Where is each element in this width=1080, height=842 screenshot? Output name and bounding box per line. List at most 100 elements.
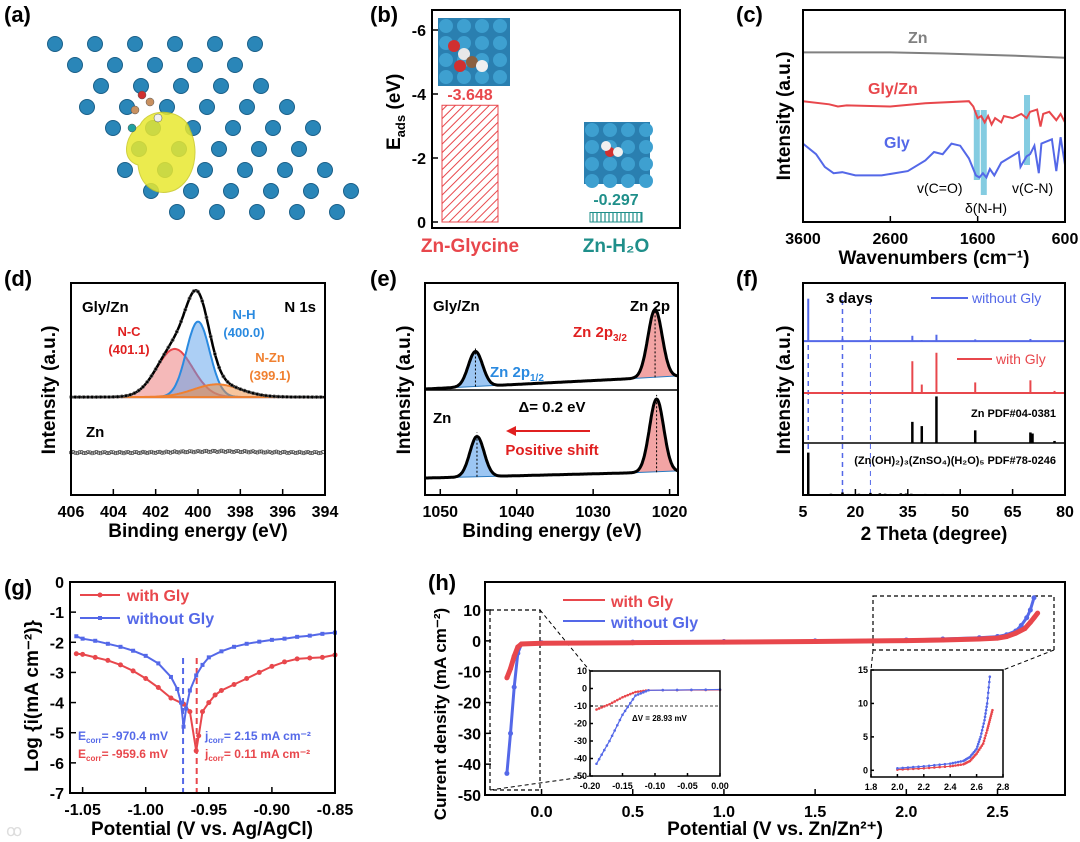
d-zn-data-point [117,449,122,454]
c-legend-zn: Zn [908,30,928,47]
zn-atom [147,57,163,73]
g-data-point [179,700,184,705]
zn-atom [253,78,269,94]
c-xtick-label: 600 [1052,231,1079,248]
d-zn-data-point [81,451,86,456]
f-axes-frame [802,282,1066,496]
h-inset-left-ytick-label: 0 [582,684,587,694]
watermark: ꝏ [6,823,22,840]
d-zn-data-point [215,449,219,454]
zn-atom [317,162,333,178]
b-zn-atom [639,123,653,137]
g-legend-without-gly: without Gly [126,611,214,628]
h-inset-right-data-point [988,718,992,722]
c-series-gly [802,137,1066,180]
e-sample-zn: Zn [433,410,451,427]
d-data-point [141,384,145,389]
d-zn-data-point [77,450,82,455]
h-inset-right-data-point [979,735,982,739]
d-data-point [90,395,95,399]
zn-atom [169,204,185,220]
d-zn-data-point [316,451,321,456]
d-zn-data-point [172,449,177,454]
zn-atom [213,78,229,94]
h-inset-left-data-point [636,690,640,693]
d-zn-data-point [160,450,164,455]
zn-atom [197,162,213,178]
d-data-point [128,392,133,397]
h-inset-right-data-point [959,763,963,766]
f-xtick-label: 50 [951,504,969,521]
c-band-highlight [980,110,987,195]
g-data-point [320,631,325,636]
d-zn-data-point [244,449,249,454]
d-data-point [293,395,298,399]
d-zn-data-point [75,451,80,456]
d-zn-data-point [96,450,101,455]
d-data-point [284,395,289,399]
g-ytick-label: -1 [50,605,64,622]
h-inset-right-data-point [959,760,963,763]
d-zn-data-point [223,450,228,454]
b-ytick-label: -2 [412,151,426,168]
d-zn-data-point [183,450,188,455]
h-data-point [812,638,818,644]
d-zn-data-point [155,449,160,454]
d-zn-data-point [270,450,275,455]
g-xtick-label: -0.95 [191,802,228,819]
d-zn-data-point [157,449,162,454]
d-zn-data-point [304,450,308,455]
d-zn-data-point [109,450,114,455]
d-data-point [276,394,281,399]
b-category-zn-h2o: Zn-H₂O [583,236,649,257]
b-zn-atom [603,157,617,171]
b-category-zn-glycine: Zn-Glycine [421,236,519,257]
h-inset-right-ytick-label: 0 [863,765,868,775]
h-inset-right-data-point [954,761,957,764]
d-data-point [301,395,306,399]
d-zn-data-point [79,450,84,455]
zn-atom [225,120,241,136]
d-zn-data-point [166,450,171,454]
d-data-point [191,289,196,294]
h-inset-right-data-point [956,760,960,764]
d-data-point [115,394,120,399]
b-zn-atom [621,140,635,154]
g-ecorr-without-gly: Ecorr= -970.4 mV [78,729,168,745]
d-xtick-label: 398 [227,504,254,521]
d-data-point [98,395,103,399]
g-data-point [155,685,161,690]
zn-atom [183,183,199,199]
h-data-point [511,684,517,690]
h-inset-right-data-point [984,712,987,715]
d-data-point [259,393,264,397]
d-zn-data-point [121,451,126,456]
d-xlabel: Binding energy (eV) [108,521,287,542]
h-xtick-label: 2.5 [986,804,1008,821]
d-zn-data-point [284,450,289,455]
h-inset-right-data-point [927,766,931,770]
h-inset-right-data-point [987,720,991,724]
zn-atom [67,57,83,73]
h-inset-right-data-point [988,675,992,678]
b-zn-atom [621,174,635,188]
d-zn-data-point [318,450,323,455]
d-data-point [263,393,268,398]
h-inset-right-data-point [922,765,926,768]
g-data-point [118,644,123,649]
panel-a-structure-image [47,36,359,220]
h-inset-right-data-point [987,680,991,684]
d-data-point [204,315,209,320]
d-zn-data-point [227,448,232,453]
b-zn-atom [439,70,453,84]
d-data-point [157,359,162,364]
panel-label-g: (g) [4,575,32,600]
c-axes-frame [802,9,1066,223]
g-legend-with-gly: with Gly [126,588,189,605]
b-glycine-atom [466,56,478,68]
h-inset-right-data-point [981,742,985,745]
d-zn-data-point [272,450,277,455]
f-xtick-label: 5 [799,504,808,521]
b-zn-atom [457,36,471,50]
h-inset-left-xtick-label: -0.10 [645,781,666,791]
